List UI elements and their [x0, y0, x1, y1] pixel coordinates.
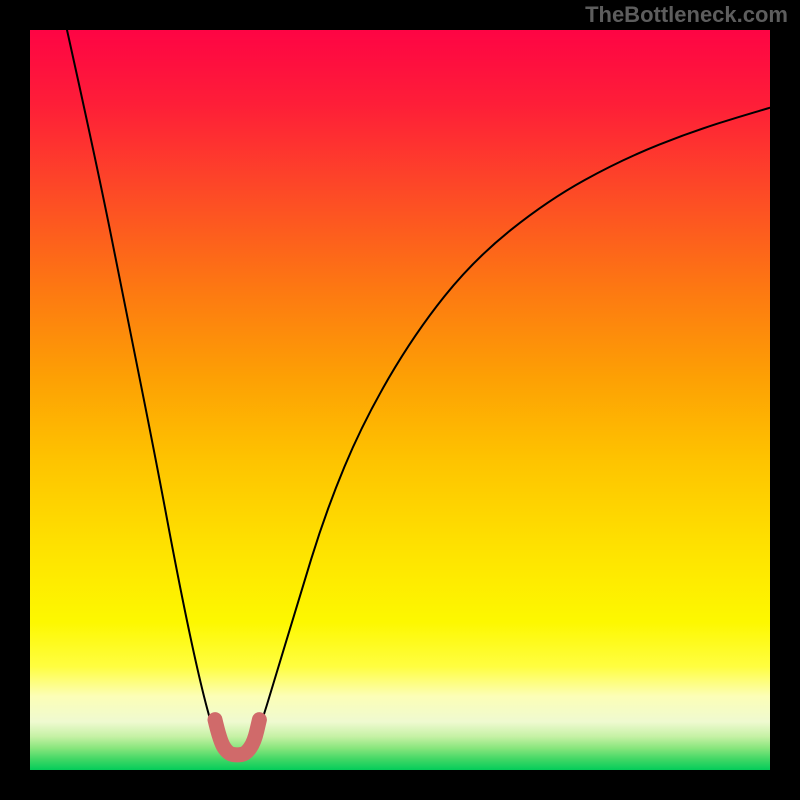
gradient-plot-area — [30, 30, 770, 770]
figure-container: TheBottleneck.com — [0, 0, 800, 800]
watermark-text: TheBottleneck.com — [585, 2, 788, 28]
